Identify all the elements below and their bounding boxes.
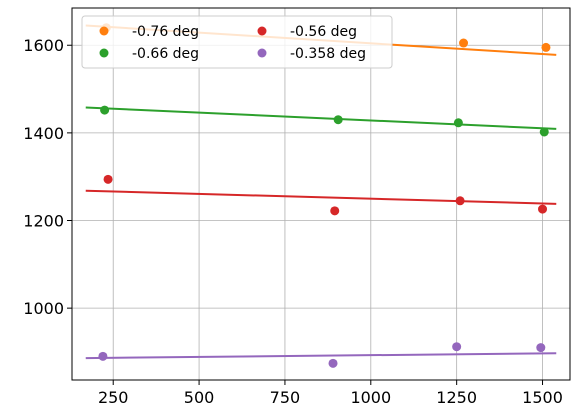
legend: -0.76 deg -0.66 deg -0.56 deg -0.358 deg (81, 15, 393, 69)
legend-label: -0.76 deg (132, 24, 199, 40)
legend-marker (99, 48, 109, 58)
fit-line-series-2 (85, 189, 557, 205)
fit-line-series-1 (85, 106, 557, 130)
data-point-series-0 (459, 38, 469, 48)
data-point-series-3 (452, 342, 462, 352)
data-point-series-2 (330, 206, 340, 216)
x-tick-label: 500 (184, 388, 215, 407)
data-points (98, 23, 551, 368)
x-tick-label: 1500 (522, 388, 563, 407)
plot-frame (71, 7, 571, 381)
x-tick-label: 750 (270, 388, 301, 407)
data-point-series-2 (455, 196, 465, 206)
legend-label: -0.358 deg (290, 46, 366, 62)
y-tick-label: 1600 (23, 36, 64, 55)
y-axis-ticks: 1000 1200 1400 1600 (23, 36, 72, 318)
y-tick-label: 1200 (23, 212, 64, 231)
data-point-series-2 (103, 174, 113, 184)
fit-line-series-3 (85, 352, 557, 360)
legend-marker (257, 26, 267, 36)
data-point-series-1 (539, 127, 549, 137)
data-point-series-0 (541, 42, 551, 52)
y-tick-label: 1400 (23, 124, 64, 143)
legend-label: -0.56 deg (290, 24, 357, 40)
legend-marker (99, 26, 109, 36)
legend-label: -0.66 deg (132, 46, 199, 62)
data-point-series-1 (453, 118, 463, 128)
data-point-series-3 (328, 358, 338, 368)
data-point-series-2 (538, 204, 548, 214)
data-point-series-1 (333, 115, 343, 125)
legend-marker (257, 48, 267, 58)
x-tick-label: 250 (98, 388, 129, 407)
x-axis-ticks: 250 500 750 1000 1250 1500 (98, 380, 563, 407)
y-tick-label: 1000 (23, 299, 64, 318)
data-point-series-3 (536, 343, 546, 353)
x-tick-label: 1000 (350, 388, 391, 407)
x-tick-label: 1250 (436, 388, 477, 407)
data-point-series-3 (98, 351, 108, 361)
data-point-series-1 (100, 105, 110, 115)
legend-box (81, 15, 393, 69)
grid (72, 8, 570, 380)
